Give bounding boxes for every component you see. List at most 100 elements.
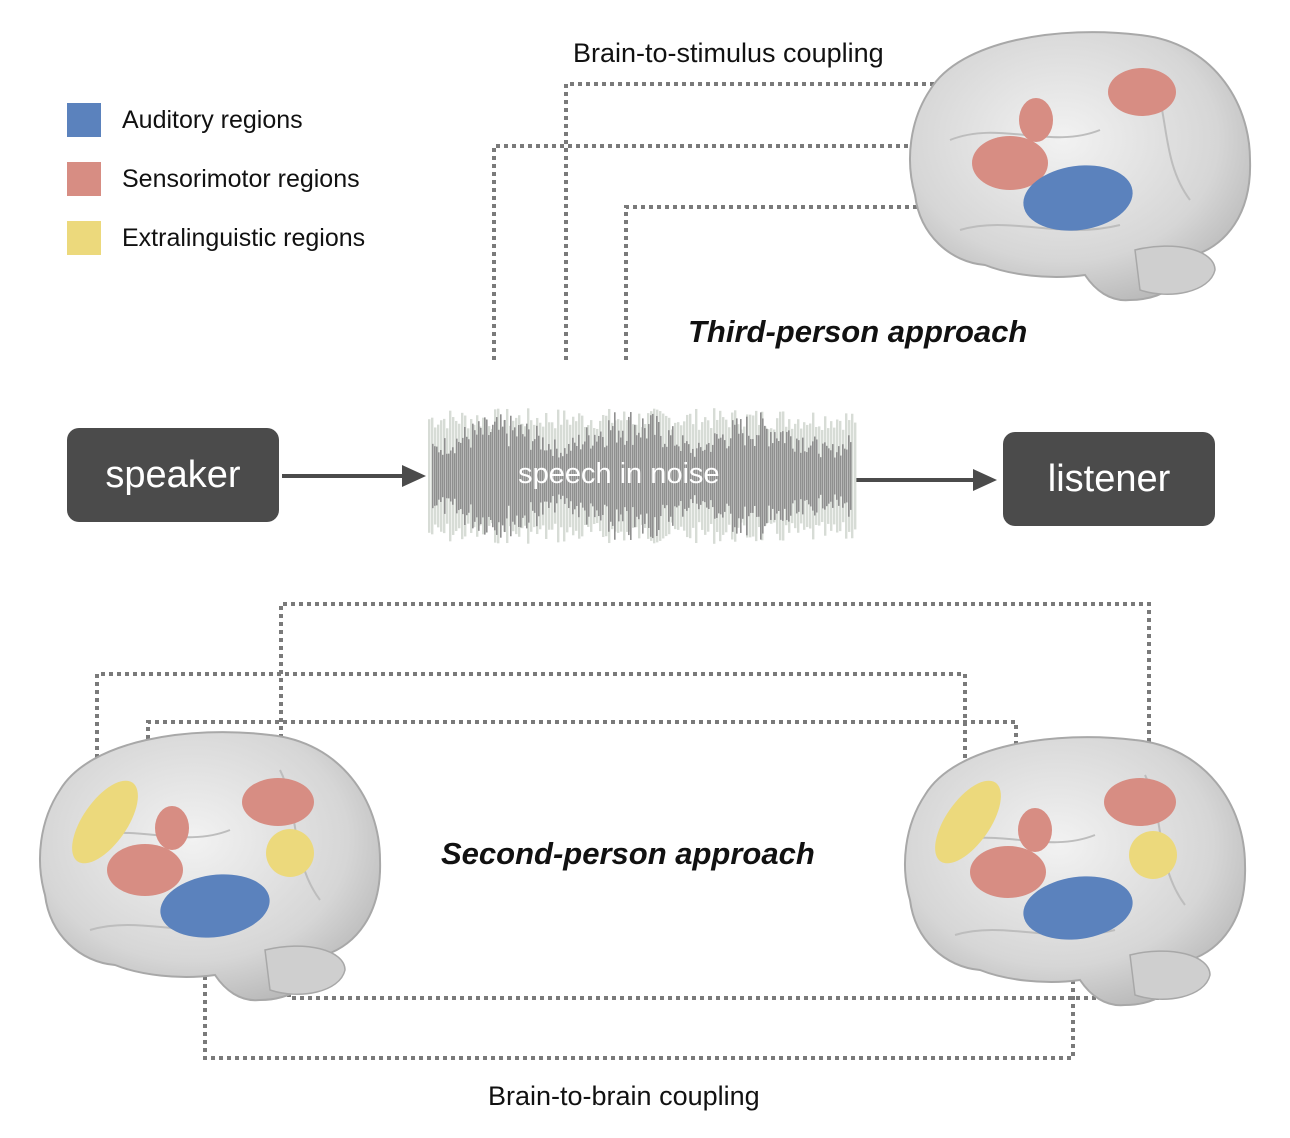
speech-bar [750, 439, 752, 513]
speech-bar [708, 443, 710, 509]
speech-bar [804, 451, 806, 501]
speech-bar [704, 449, 706, 503]
speech-bar [566, 453, 568, 499]
speech-bar [658, 421, 660, 531]
legend-swatch-extralinguistic [67, 221, 101, 255]
brain-to-stimulus-lines [492, 82, 1110, 360]
speech-bar [732, 420, 734, 532]
speech-bar [438, 452, 440, 500]
speech-bar [614, 412, 616, 540]
region-sensorimotor-small [1018, 808, 1052, 852]
speech-bar [568, 443, 570, 509]
speech-bar [784, 443, 786, 509]
speech-bar [740, 419, 742, 533]
speech-bar [570, 450, 572, 502]
flow-arrows [282, 465, 997, 491]
speech-bar [668, 430, 670, 522]
speech-bar [594, 434, 596, 518]
speech-bar [592, 445, 594, 507]
speech-bar [548, 444, 550, 508]
speech-bar [534, 439, 536, 513]
speech-bar [590, 448, 592, 504]
speech-bar [630, 412, 632, 540]
speech-bar [574, 442, 576, 510]
brain-line-sensorimotor-superior [279, 602, 1151, 770]
second-person-approach-label: Second-person approach [441, 836, 815, 871]
speech-bar [796, 438, 798, 514]
speech-bar [444, 438, 446, 514]
speech-bar [488, 435, 490, 517]
speech-bar [710, 451, 712, 501]
speech-bar [792, 448, 794, 504]
speech-bar [652, 413, 654, 539]
speech-bar [628, 416, 630, 536]
speech-bar [694, 456, 696, 496]
speech-bar [656, 416, 658, 536]
speech-bar [468, 439, 470, 513]
speech-bar [520, 424, 522, 528]
speech-bar [620, 437, 622, 515]
speech-bar [702, 450, 704, 502]
speech-bar [840, 455, 842, 497]
speech-bar [632, 444, 634, 508]
speech-bar [818, 453, 820, 499]
noise-bar [428, 419, 431, 533]
speech-bar [434, 446, 436, 506]
speech-bar [716, 434, 718, 518]
speech-bar [738, 433, 740, 519]
region-auditory [1023, 165, 1133, 231]
speech-bar [578, 434, 580, 518]
speech-bar [616, 442, 618, 510]
speech-bar [544, 450, 546, 502]
speech-bar [808, 447, 810, 505]
speech-bar [726, 448, 728, 504]
region-sensorimotor-superior [1104, 778, 1176, 826]
speech-bar [666, 446, 668, 506]
speech-bar [780, 432, 782, 520]
speech-bar [610, 430, 612, 522]
speech-bar [648, 424, 650, 528]
speech-bar [838, 446, 840, 506]
region-extralinguistic-frontal [935, 780, 1001, 864]
speech-bar [530, 449, 532, 503]
speech-bar [542, 437, 544, 515]
speech-bar [560, 452, 562, 500]
speech-bar [642, 418, 644, 534]
speech-bar [452, 447, 454, 505]
speech-bar [736, 418, 738, 534]
arrow-speaker-to-stimulus-head [402, 465, 426, 487]
brain-listener [904, 736, 1247, 1007]
speech-bar [508, 446, 510, 506]
speech-bar [502, 426, 504, 526]
region-auditory [160, 874, 270, 938]
brain-cerebellum [1129, 950, 1211, 1000]
brain-speaker [39, 731, 382, 1002]
speech-bar [634, 424, 636, 528]
speech-bar [454, 453, 456, 499]
speech-bar [650, 415, 652, 537]
speech-bar [678, 446, 680, 506]
speech-bar [748, 435, 750, 517]
speech-bar [514, 427, 516, 525]
speech-bar [466, 436, 468, 516]
speech-bar [496, 417, 498, 535]
speech-bar [556, 448, 558, 504]
speech-bar [766, 428, 768, 524]
speech-bar [828, 448, 830, 504]
speech-bar [800, 452, 802, 500]
speech-bar [558, 457, 560, 495]
speech-bar [450, 450, 452, 502]
speech-bar [788, 430, 790, 522]
speech-bar [644, 428, 646, 524]
speech-bar [778, 441, 780, 511]
speech-bar [576, 445, 578, 507]
speech-bar [436, 446, 438, 506]
speech-bar [664, 443, 666, 509]
speech-bar [774, 432, 776, 520]
speech-bar [698, 442, 700, 510]
speech-bar [582, 444, 584, 508]
speech-bar [654, 434, 656, 518]
speech-bar [538, 435, 540, 517]
speech-bar [810, 445, 812, 507]
